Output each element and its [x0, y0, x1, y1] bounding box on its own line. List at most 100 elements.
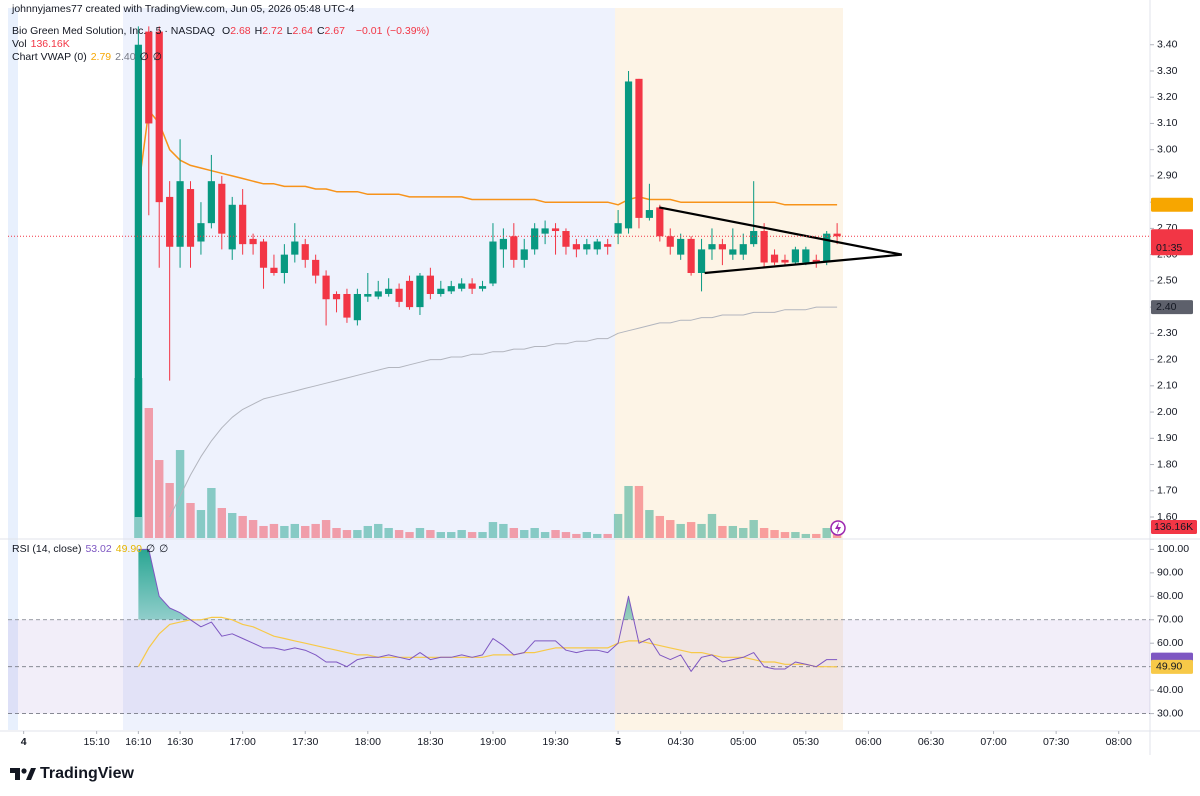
volume-bar [739, 528, 748, 538]
volume-bar [301, 525, 310, 538]
candle-body [656, 207, 664, 237]
candle-body [739, 244, 747, 255]
y-tick-label: 2.00 [1157, 406, 1178, 418]
volume-bar [311, 523, 320, 538]
x-tick-label: 17:00 [230, 736, 256, 748]
candle-body [155, 31, 163, 203]
ohlc-value: 2.64 [292, 25, 313, 37]
credit-row: johnnyjames77 created with TradingView.c… [12, 3, 358, 15]
x-tick-label: 07:00 [980, 736, 1006, 748]
volume-bar [467, 532, 477, 538]
volume-bar [384, 528, 393, 538]
rsi-y-tick-label: 60.00 [1157, 637, 1183, 649]
x-tick-label: 07:30 [1043, 736, 1069, 748]
vwap-row: Chart VWAP (0) 2.79 2.40 ∅ ∅ [12, 51, 166, 63]
candle-body [531, 228, 539, 250]
candle-body [770, 254, 779, 263]
candle-body [447, 286, 455, 292]
volume-bar [718, 525, 727, 538]
candle-body [624, 81, 633, 229]
rsi-y-tick-label: 30.00 [1157, 707, 1183, 719]
candle-body [697, 249, 706, 273]
candle-body [635, 78, 643, 218]
candle-body [364, 293, 372, 297]
y-tick-label: 2.20 [1157, 353, 1178, 365]
candle-body [729, 249, 737, 255]
volume-bar [707, 513, 717, 538]
x-tick-label: 04:30 [668, 736, 694, 748]
ohlc-value: 2.67 [324, 25, 345, 37]
candle-body [332, 293, 341, 300]
volume-bar [259, 525, 268, 538]
candle-body [499, 238, 507, 250]
candle-body [750, 231, 758, 245]
price-label-box [1151, 197, 1193, 212]
candle-body [228, 204, 236, 250]
candle-body [249, 238, 257, 245]
rsi-label-box [1151, 659, 1193, 674]
volume-bar [509, 528, 519, 538]
candle-body [322, 275, 330, 300]
volume-bar [812, 533, 821, 538]
vol-row: Vol 136.16K [12, 38, 74, 50]
volume-bar [405, 532, 414, 538]
candle-body [478, 286, 487, 289]
vwap-value: 2.79 [90, 51, 112, 63]
volume-bar [457, 530, 466, 538]
candle-body [301, 244, 309, 260]
volume-bar [801, 533, 811, 538]
x-tick-label: 05:00 [730, 736, 756, 748]
symbol: Bio Green Med Solution, Inc. · 5 · NASDA… [12, 25, 216, 37]
rsi-legend: RSI (14, close) [12, 543, 82, 555]
volume-bar [447, 532, 456, 538]
volume-bar [697, 523, 706, 538]
volume-bar [655, 515, 665, 538]
volume-bar [269, 523, 279, 538]
volume-bar [436, 532, 446, 538]
candle-body [166, 196, 174, 247]
vwap-legend: Chart VWAP (0) [12, 51, 87, 63]
vol-legend: Vol [12, 38, 27, 50]
rsi-y-tick-label: 40.00 [1157, 684, 1183, 696]
x-tick-label: 16:30 [167, 736, 193, 748]
ohlc-key: L [286, 25, 293, 37]
y-tick-label: 1.80 [1157, 458, 1178, 470]
volume-bar [624, 485, 633, 538]
volume-bar [499, 523, 508, 538]
candle-body [551, 228, 560, 232]
candle-body [666, 236, 674, 247]
candle-body [395, 288, 403, 302]
volume-bar [561, 532, 571, 538]
candle-body [468, 283, 476, 289]
ohlc-key: C [316, 25, 325, 37]
volume-bar [572, 533, 581, 538]
volume-bar [728, 525, 738, 538]
volume-bar [228, 513, 237, 538]
candle-body [718, 244, 727, 250]
alert-icon [835, 522, 841, 534]
candle-body [645, 210, 653, 218]
x-tick-label: 06:00 [855, 736, 881, 748]
candle-body [791, 249, 800, 263]
trendline [704, 253, 902, 275]
trendline [659, 206, 902, 256]
volume-bar [520, 530, 529, 538]
volume-bar [593, 533, 602, 538]
candle-body [833, 233, 841, 237]
empty-mark: ∅ [139, 51, 149, 63]
candle-body [176, 181, 184, 247]
candle-body [239, 204, 247, 245]
candle-body [197, 223, 205, 242]
session-shade [615, 8, 843, 730]
candle-body [374, 291, 382, 297]
volume-bar [603, 533, 612, 538]
x-tick-label: 08:00 [1106, 736, 1132, 748]
candle-body [405, 280, 414, 308]
volume-bar [248, 520, 258, 538]
volume-bar [332, 528, 341, 538]
volume-bar [374, 523, 383, 538]
y-tick-label: 3.30 [1157, 65, 1178, 77]
rsi-label: 49.90 [1156, 661, 1182, 673]
